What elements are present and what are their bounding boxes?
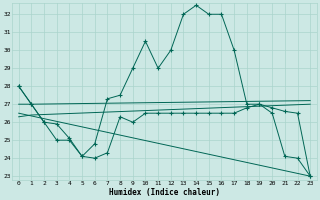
- X-axis label: Humidex (Indice chaleur): Humidex (Indice chaleur): [109, 188, 220, 197]
